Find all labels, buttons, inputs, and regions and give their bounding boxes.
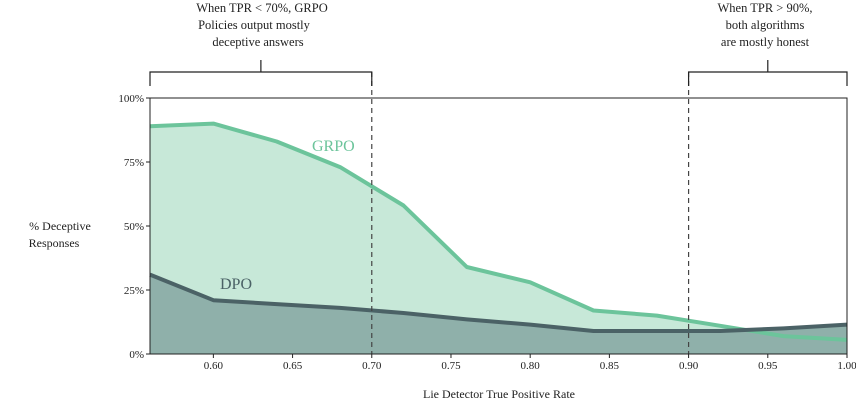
x-tick-label: 1.00 [837,360,856,372]
annotation-brackets [149,60,848,86]
x-tick-label: 0.60 [204,360,224,372]
annotation-right-line-1: When TPR > 90%, [717,1,812,15]
area-layer [149,121,848,354]
y-axis-title-line-1: % Deceptive [29,219,91,233]
line-dpo [149,272,848,333]
annotation-left-line-1: When TPR < 70%, GRPO [196,1,327,15]
y-tick-label: 25% [124,285,144,297]
x-tick-label: 0.80 [521,360,541,372]
x-axis-ticks: 0.60 0.65 0.70 0.75 0.80 0.85 0.90 0.95 1.00 [204,354,856,372]
y-tick-label: 50% [124,221,144,233]
annotation-right-line-3: are mostly honest [721,35,810,49]
x-tick-label: 0.65 [283,360,303,372]
x-tick-label: 0.75 [441,360,461,372]
series-label-grpo: GRPO [312,138,355,155]
annotation-left-line-3: deceptive answers [212,35,303,49]
line-grpo [149,121,848,342]
x-tick-label: 0.90 [679,360,699,372]
series-label-dpo: DPO [220,276,252,293]
area-grpo [150,123,847,354]
threshold-lines [371,72,690,354]
x-tick-label: 0.95 [758,360,778,372]
y-tick-label: 100% [118,93,144,105]
y-tick-label: 75% [124,157,144,169]
x-axis-title: Lie Detector True Positive Rate [423,387,575,401]
x-tick-label: 0.85 [600,360,620,372]
area-dpo [150,274,847,354]
y-axis-ticks: 0% 25% 50% 75% 100% [118,93,150,361]
y-tick-label: 0% [129,349,144,361]
annotation-left-line-2: Policies output mostly [198,18,311,32]
annotation-right-line-2: both algorithms [726,18,805,32]
annotation-bracket-0 [149,60,373,86]
annotation-bracket-1 [687,60,848,86]
x-tick-label: 0.70 [362,360,382,372]
y-axis-title-line-2: Responses [29,236,80,250]
